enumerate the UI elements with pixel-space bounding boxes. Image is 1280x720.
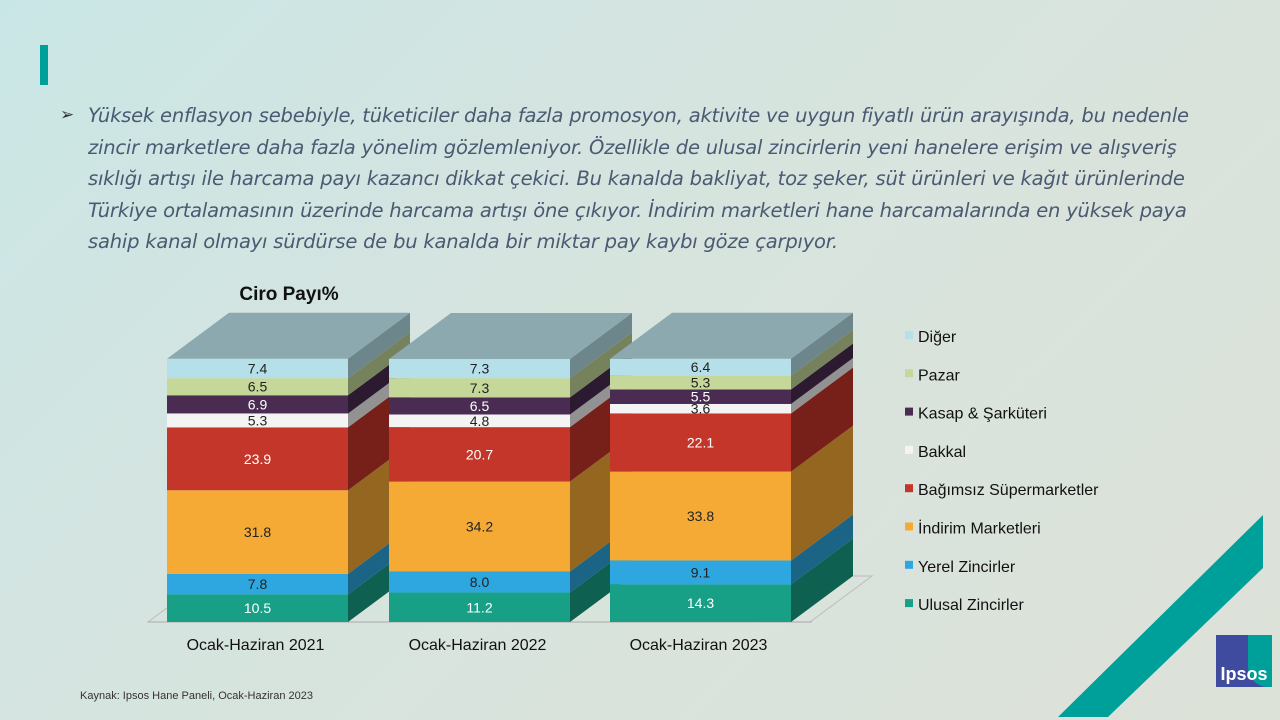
source-note: Kaynak: Ipsos Hane Paneli, Ocak-Haziran …	[80, 690, 313, 702]
bar-segment-front	[610, 560, 791, 585]
data-label: 31.8	[244, 524, 271, 540]
data-label: 23.9	[244, 451, 271, 467]
bar-segment-front	[167, 395, 348, 414]
data-label: 14.3	[687, 595, 714, 611]
bar-segment-front	[610, 389, 791, 404]
bar-segment-side	[791, 357, 853, 414]
data-label: 22.1	[687, 435, 714, 451]
bar-segment-side	[791, 343, 853, 404]
bar-segment-front	[610, 413, 791, 472]
data-label: 6.9	[248, 396, 268, 412]
bar-top	[389, 313, 632, 359]
bar-segment-front	[167, 490, 348, 574]
data-label: 3.6	[691, 401, 711, 417]
bar-segment-front	[167, 413, 348, 428]
data-label: 34.2	[466, 519, 493, 535]
legend-label: Ulusal Zincirler	[918, 597, 1024, 614]
bar-top	[610, 312, 853, 359]
accent-bar	[40, 45, 48, 85]
legend-label: Pazar	[918, 367, 960, 384]
bar-segment-front	[389, 397, 570, 415]
data-label: 7.3	[470, 380, 490, 396]
bar-top	[167, 312, 410, 359]
legend: Diğer Pazar Kasap & Şarküteri Bakkal Bağımsı…	[905, 329, 1099, 614]
legend-label: Bağımsız Süpermarketler	[918, 482, 1099, 499]
bar-segment-front	[389, 414, 570, 428]
bar-stack: 10.5 7.8 31.8 23.9 5.36.96.5 7.4	[167, 312, 410, 622]
bar-segment-side	[791, 312, 853, 376]
data-label: 7.3	[470, 361, 490, 377]
legend-label: Bakkal	[918, 444, 966, 461]
bar-segment-front	[389, 481, 570, 572]
ipsos-logo: Ipsos	[1216, 635, 1272, 687]
bullet-paragraph: ➢ Yüksek enflasyon sebebiyle, tüketicile…	[60, 100, 1208, 258]
data-label: 20.7	[466, 446, 493, 462]
bar-segment-side	[348, 332, 410, 396]
bar-segment-front	[389, 359, 570, 379]
data-label: 10.5	[244, 600, 271, 616]
data-label: 8.0	[470, 574, 490, 590]
data-label: 5.3	[248, 412, 268, 428]
bar-segment-front	[167, 358, 348, 379]
legend-swatch	[905, 331, 913, 339]
bar-segment-side	[791, 367, 853, 472]
data-label: 5.3	[691, 375, 711, 391]
data-label: 9.1	[691, 564, 711, 580]
data-label: 6.5	[470, 398, 490, 414]
bar-segment-front	[167, 378, 348, 396]
legend-swatch	[905, 407, 913, 416]
legend-swatch	[905, 369, 913, 378]
bar-stack: 11.2 8.0 34.2 20.7 4.86.5 7.3 7.3	[389, 313, 632, 622]
data-label: 5.5	[691, 389, 711, 405]
data-label: 7.4	[248, 360, 268, 376]
bar-segment-front	[389, 592, 570, 622]
chart-title: Ciro Payı%	[239, 284, 338, 305]
legend-swatch	[905, 599, 913, 608]
legend-label: Kasap & Şarküteri	[918, 406, 1047, 423]
bar-stack: 14.3 9.1 33.8 22.1 3.65.55.36.4	[610, 312, 853, 622]
legend-label: İndirim Marketleri	[918, 519, 1041, 538]
bar-segment-front	[610, 403, 791, 414]
bar-segment-side	[348, 312, 410, 379]
bar-segment-side	[791, 514, 853, 585]
bar-segment-front	[167, 594, 348, 622]
data-label: 6.4	[691, 359, 711, 375]
bar-segment-front	[167, 573, 348, 595]
bar-segment-front	[610, 375, 791, 390]
bar-segment-side	[791, 538, 853, 622]
bullet-text: Yüksek enflasyon sebebiyle, tüketiciler …	[88, 104, 1189, 253]
legend-label: Yerel Zincirler	[918, 559, 1016, 576]
legend-swatch	[905, 522, 913, 531]
data-label: 33.8	[687, 508, 714, 524]
data-label: 4.8	[470, 413, 490, 429]
x-tick-label: Ocak-Haziran 2021	[187, 637, 325, 654]
bar-segment-side	[570, 313, 632, 379]
bar-segment-front	[167, 427, 348, 491]
bar-segment-front	[610, 584, 791, 622]
legend-swatch	[905, 560, 913, 569]
bar-segment-side	[791, 329, 853, 390]
data-label: 7.8	[248, 576, 268, 592]
bar-segment-side	[570, 332, 632, 398]
bar-segment-front	[389, 571, 570, 593]
x-tick-label: Ocak-Haziran 2022	[409, 637, 547, 654]
bar-segment-front	[610, 358, 791, 376]
legend-label: Diğer	[918, 329, 957, 346]
arrowhead-bullet-icon: ➢	[60, 105, 75, 125]
bar-segment-front	[389, 427, 570, 482]
legend-swatch	[905, 484, 913, 493]
bar-segment-front	[610, 471, 791, 561]
data-label: 11.2	[466, 599, 492, 615]
x-tick-label: Ocak-Haziran 2023	[630, 637, 768, 654]
logo-text: Ipsos	[1220, 664, 1268, 684]
data-label: 6.5	[248, 379, 268, 395]
bar-segment-front	[389, 378, 570, 398]
legend-swatch	[905, 445, 913, 454]
bar-segment-side	[791, 425, 853, 561]
